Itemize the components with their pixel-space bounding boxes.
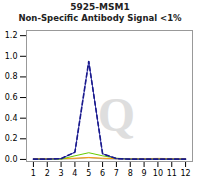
svg-text:1.0: 1.0	[5, 52, 18, 61]
svg-text:2: 2	[45, 169, 50, 178]
svg-text:4: 4	[72, 169, 77, 178]
svg-text:0.2: 0.2	[5, 134, 18, 143]
svg-text:0.6: 0.6	[5, 93, 18, 102]
svg-text:10: 10	[153, 169, 163, 178]
svg-text:Q: Q	[98, 88, 135, 141]
html-text:5925-MSM1: 5925-MSM1	[70, 2, 130, 12]
svg-text:3: 3	[59, 169, 64, 178]
svg-text:0.0: 0.0	[5, 155, 18, 164]
svg-text:0.8: 0.8	[5, 72, 18, 81]
svg-text:6: 6	[100, 169, 105, 178]
svg-text:11: 11	[167, 169, 177, 178]
html-text:Non-Specific Antibody Signal <: Non-Specific Antibody Signal <1%	[18, 13, 182, 23]
svg-text:12: 12	[180, 169, 190, 178]
svg-text:8: 8	[128, 169, 133, 178]
svg-text:9: 9	[142, 169, 147, 178]
svg-text:5: 5	[86, 169, 91, 178]
svg-text:0.4: 0.4	[5, 114, 18, 123]
svg-text:1.2: 1.2	[5, 31, 18, 40]
svg-text:1: 1	[31, 169, 36, 178]
svg-text:7: 7	[114, 169, 119, 178]
